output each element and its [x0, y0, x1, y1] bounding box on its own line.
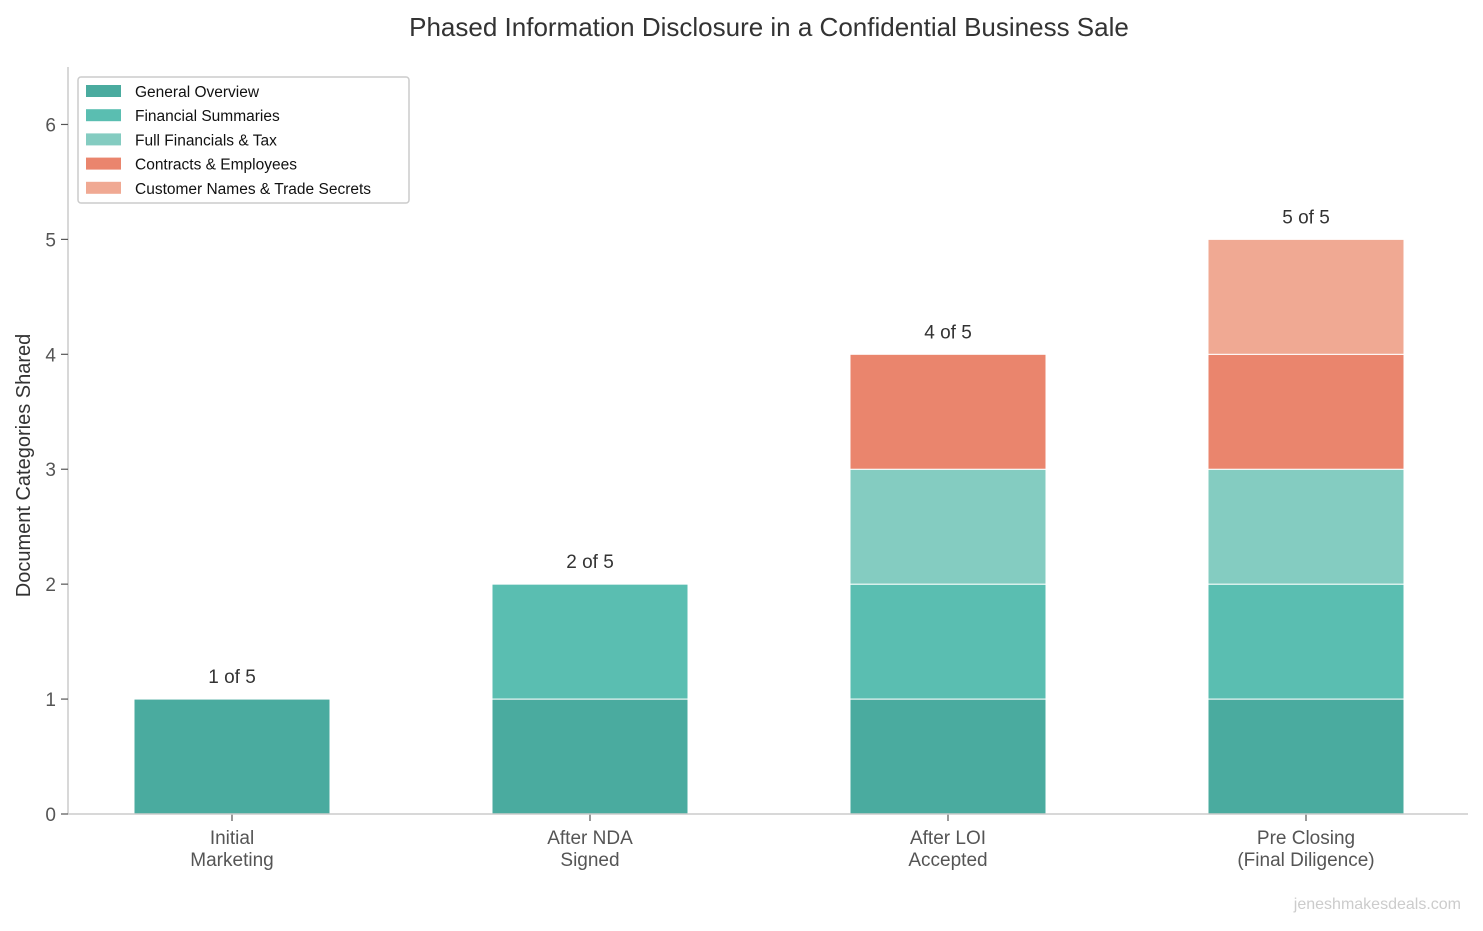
x-tick-label: Pre Closing (Final Diligence) [1237, 828, 1374, 871]
legend-swatch [86, 157, 121, 170]
legend-swatch [86, 181, 121, 194]
x-tick-label: After NDA Signed [547, 828, 633, 871]
bar-segment [1207, 238, 1405, 355]
x-tick-label: After LOI Accepted [908, 828, 987, 871]
x-tick-label: Initial Marketing [190, 828, 273, 871]
bar-segment [1207, 583, 1405, 700]
bar-segment [133, 698, 331, 815]
bar-segment [849, 353, 1047, 470]
chart-title: Phased Information Disclosure in a Confi… [409, 12, 1129, 42]
legend-swatch [86, 133, 121, 146]
y-tick-label: 0 [45, 805, 56, 826]
legend-frame [77, 76, 410, 204]
legend-label: Full Financials & Tax [135, 132, 277, 149]
data-label: 1 of 5 [208, 667, 256, 688]
bar-segment [491, 583, 689, 700]
bar-segment [849, 583, 1047, 700]
y-tick-label: 1 [45, 690, 56, 711]
y-tick-label: 6 [45, 115, 56, 136]
legend-label: Financial Summaries [135, 108, 280, 125]
legend-label: Customer Names & Trade Secrets [135, 181, 371, 198]
data-label: 2 of 5 [566, 552, 614, 573]
data-label: 4 of 5 [924, 322, 972, 343]
legend: General Overview Financial Summaries Full … [77, 76, 410, 204]
bar-segment [849, 468, 1047, 585]
bar-segment [849, 698, 1047, 815]
y-tick-label: 4 [45, 345, 56, 366]
legend-swatch [86, 109, 121, 122]
legend-label: Contracts & Employees [135, 157, 297, 174]
bar-segment [1207, 468, 1405, 585]
bar-segment [1207, 353, 1405, 470]
y-tick-label: 2 [45, 575, 56, 596]
bar-segment [491, 698, 689, 815]
legend-label: General Overview [135, 84, 260, 101]
watermark: jeneshmakesdeals.com [1293, 896, 1461, 913]
y-tick-label: 5 [45, 230, 56, 251]
data-label: 5 of 5 [1282, 207, 1330, 228]
legend-swatch [86, 85, 121, 97]
y-axis-label: Document Categories Shared [13, 334, 35, 597]
y-tick-label: 3 [45, 460, 56, 481]
bar-segment [1207, 698, 1405, 815]
